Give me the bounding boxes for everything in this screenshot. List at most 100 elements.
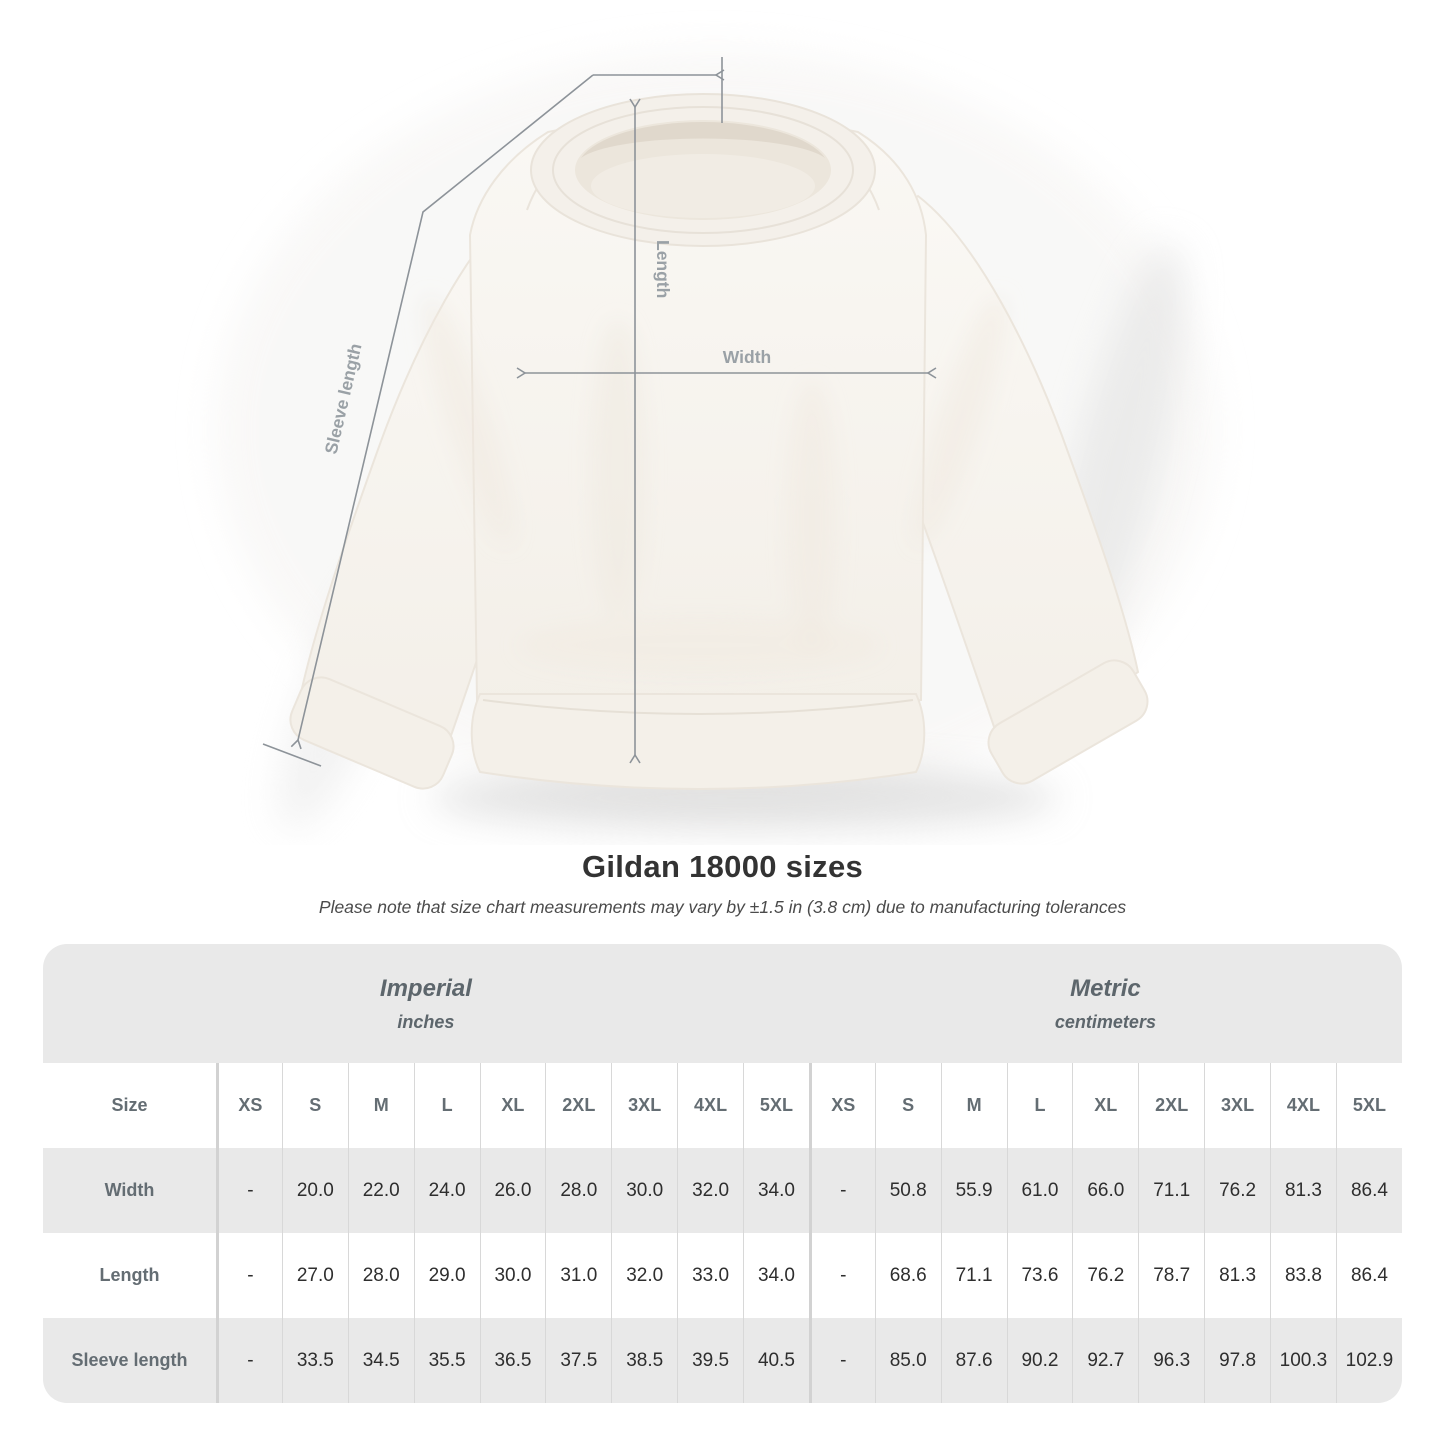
right-cuff	[987, 659, 1149, 785]
value-cell: 81.3	[1204, 1233, 1270, 1318]
value-cell: 55.9	[940, 1148, 1007, 1233]
size-header-row: Size XS S M L XL 2XL 3XL 4XL 5XL XS S M L XL 2XL 3XL 4XL…	[43, 1063, 1402, 1148]
value-cell: 92.7	[1072, 1318, 1139, 1403]
size-header-imperial-3xl: 3XL	[611, 1063, 678, 1148]
value-cell: 35.5	[413, 1318, 480, 1403]
value-cell: 86.4	[1335, 1148, 1402, 1233]
size-column-header: Size	[43, 1063, 216, 1148]
value-cell: 81.3	[1270, 1148, 1336, 1233]
size-header-imperial-5xl: 5XL	[743, 1063, 809, 1148]
imperial-unit-label: inches	[397, 1011, 455, 1032]
row-label: Sleeve length	[43, 1318, 216, 1403]
value-cell: 27.0	[281, 1233, 348, 1318]
value-cell: 96.3	[1138, 1318, 1205, 1403]
value-cell: 39.5	[677, 1318, 743, 1403]
value-cell: 28.0	[347, 1233, 414, 1318]
value-cell: 71.1	[1138, 1148, 1205, 1233]
value-cell: 66.0	[1072, 1148, 1139, 1233]
collar	[530, 93, 876, 247]
value-cell: 61.0	[1006, 1148, 1073, 1233]
row-label: Width	[43, 1148, 216, 1233]
value-cell: 78.7	[1138, 1233, 1205, 1318]
value-cell: 30.0	[479, 1233, 546, 1318]
size-header-imperial-m: M	[347, 1063, 414, 1148]
size-header-metric-4xl: 4XL	[1270, 1063, 1336, 1148]
metric-group-header: Metric centimeters	[808, 944, 1402, 1063]
hem-band	[470, 693, 926, 790]
value-cell: -	[216, 1148, 282, 1233]
fabric-shading	[423, 296, 1005, 671]
value-cell: -	[808, 1318, 875, 1403]
size-header-imperial-s: S	[281, 1063, 348, 1148]
imperial-group-header: Imperial inches	[43, 944, 809, 1063]
value-cell: 86.4	[1335, 1233, 1402, 1318]
metric-unit-label: centimeters	[1054, 1011, 1156, 1032]
size-table-wrap: Imperial inches Metric centimeters Size …	[43, 944, 1402, 1403]
measurement-row-length: Length -27.0 28.0 29.0 30.0 31.0 32.0 33.0 34.0-…	[43, 1233, 1402, 1318]
imperial-label: Imperial	[379, 974, 472, 1002]
value-cell: 33.5	[281, 1318, 348, 1403]
value-cell: 76.2	[1204, 1148, 1270, 1233]
value-cell: -	[216, 1233, 282, 1318]
measurement-annotations	[262, 57, 937, 767]
value-cell: 76.2	[1072, 1233, 1139, 1318]
sweatshirt-diagram-svg: Width Length Sleeve length	[215, 50, 1215, 830]
value-cell: 87.6	[940, 1318, 1007, 1403]
size-header-imperial-xs: XS	[216, 1063, 282, 1148]
value-cell: 33.0	[677, 1233, 743, 1318]
size-header-metric-2xl: 2XL	[1138, 1063, 1205, 1148]
size-header-metric-s: S	[874, 1063, 941, 1148]
hem-seam	[482, 699, 914, 715]
value-cell: 38.5	[611, 1318, 678, 1403]
value-cell: 50.8	[874, 1148, 941, 1233]
size-header-imperial-2xl: 2XL	[545, 1063, 612, 1148]
value-cell: 20.0	[281, 1148, 348, 1233]
value-cell: 97.8	[1204, 1318, 1270, 1403]
size-header-imperial-l: L	[413, 1063, 480, 1148]
value-cell: 34.0	[743, 1148, 809, 1233]
page-title: Gildan 18000 sizes	[581, 849, 864, 884]
value-cell: 28.0	[545, 1148, 612, 1233]
value-cell: 40.5	[743, 1318, 809, 1403]
value-cell: 102.9	[1335, 1318, 1402, 1403]
width-label: Width	[723, 347, 771, 367]
metric-label: Metric	[1070, 974, 1141, 1002]
value-cell: 24.0	[413, 1148, 480, 1233]
value-cell: 26.0	[479, 1148, 546, 1233]
value-cell: 68.6	[874, 1233, 941, 1318]
group-header-row: Imperial inches Metric centimeters	[43, 944, 1402, 1063]
size-header-metric-5xl: 5XL	[1335, 1063, 1402, 1148]
row-label: Length	[43, 1233, 216, 1318]
sweatshirt-illustration	[289, 93, 1149, 790]
measurement-row-sleeve-length: Sleeve length -33.5 34.5 35.5 36.5 37.5 38.5 39…	[43, 1318, 1402, 1403]
value-cell: 36.5	[479, 1318, 546, 1403]
value-cell: 37.5	[545, 1318, 612, 1403]
value-cell: 22.0	[347, 1148, 414, 1233]
value-cell: 32.0	[677, 1148, 743, 1233]
value-cell: 85.0	[874, 1318, 941, 1403]
size-diagram: Width Length Sleeve length	[215, 50, 1215, 830]
sleeve-end-tick	[262, 743, 322, 767]
value-cell: 29.0	[413, 1233, 480, 1318]
value-cell: 34.5	[347, 1318, 414, 1403]
left-cuff	[289, 676, 455, 790]
size-header-metric-xl: XL	[1072, 1063, 1139, 1148]
value-cell: -	[216, 1318, 282, 1403]
length-label: Length	[653, 240, 673, 298]
size-header-metric-m: M	[940, 1063, 1007, 1148]
value-cell: 30.0	[611, 1148, 678, 1233]
size-header-metric-l: L	[1006, 1063, 1073, 1148]
size-header-imperial-4xl: 4XL	[677, 1063, 743, 1148]
value-cell: 100.3	[1270, 1318, 1336, 1403]
sleeve-length-line	[290, 74, 594, 750]
value-cell: -	[808, 1233, 875, 1318]
value-cell: 32.0	[611, 1233, 678, 1318]
measurement-row-width: Width -20.0 22.0 24.0 26.0 28.0 30.0 32.0 34.0-5…	[43, 1148, 1402, 1233]
value-cell: 34.0	[743, 1233, 809, 1318]
size-header-metric-xs: XS	[808, 1063, 875, 1148]
value-cell: 73.6	[1006, 1233, 1073, 1318]
size-header-imperial-xl: XL	[479, 1063, 546, 1148]
value-cell: 71.1	[940, 1233, 1007, 1318]
value-cell: 90.2	[1006, 1318, 1073, 1403]
